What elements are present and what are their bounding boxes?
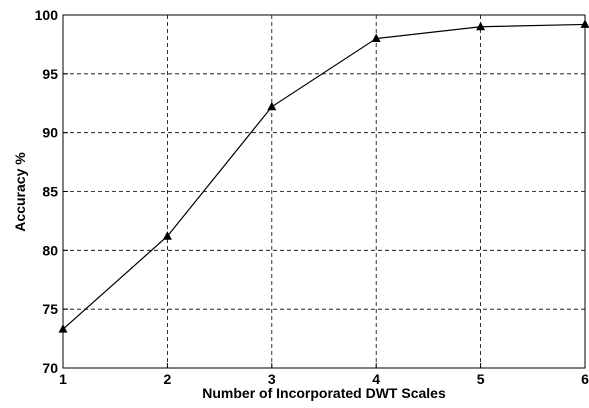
- marker: [162, 231, 172, 240]
- y-tick-label: 85: [42, 184, 58, 200]
- y-tick-label: 90: [42, 125, 58, 141]
- marker: [371, 33, 381, 43]
- y-tick-label: 75: [42, 301, 58, 317]
- x-tick-label: 1: [59, 371, 67, 387]
- y-tick-label: 100: [35, 7, 59, 23]
- x-axis-label: Number of Incorporated DWT Scales: [202, 385, 446, 401]
- marker: [58, 324, 68, 333]
- y-tick-label: 95: [42, 66, 58, 82]
- y-axis-label: Accuracy %: [12, 152, 28, 232]
- x-tick-label: 2: [164, 371, 172, 387]
- x-tick-label: 6: [581, 371, 589, 387]
- marker: [580, 19, 589, 28]
- y-tick-label: 80: [42, 242, 58, 258]
- marker: [476, 21, 486, 31]
- x-tick-label: 3: [268, 371, 276, 387]
- y-tick-label: 70: [42, 360, 58, 376]
- x-tick-label: 4: [372, 371, 380, 387]
- plot-frame: [62, 14, 586, 369]
- data-line: [62, 23, 586, 330]
- marker: [267, 101, 277, 111]
- x-tick-label: 5: [477, 371, 485, 387]
